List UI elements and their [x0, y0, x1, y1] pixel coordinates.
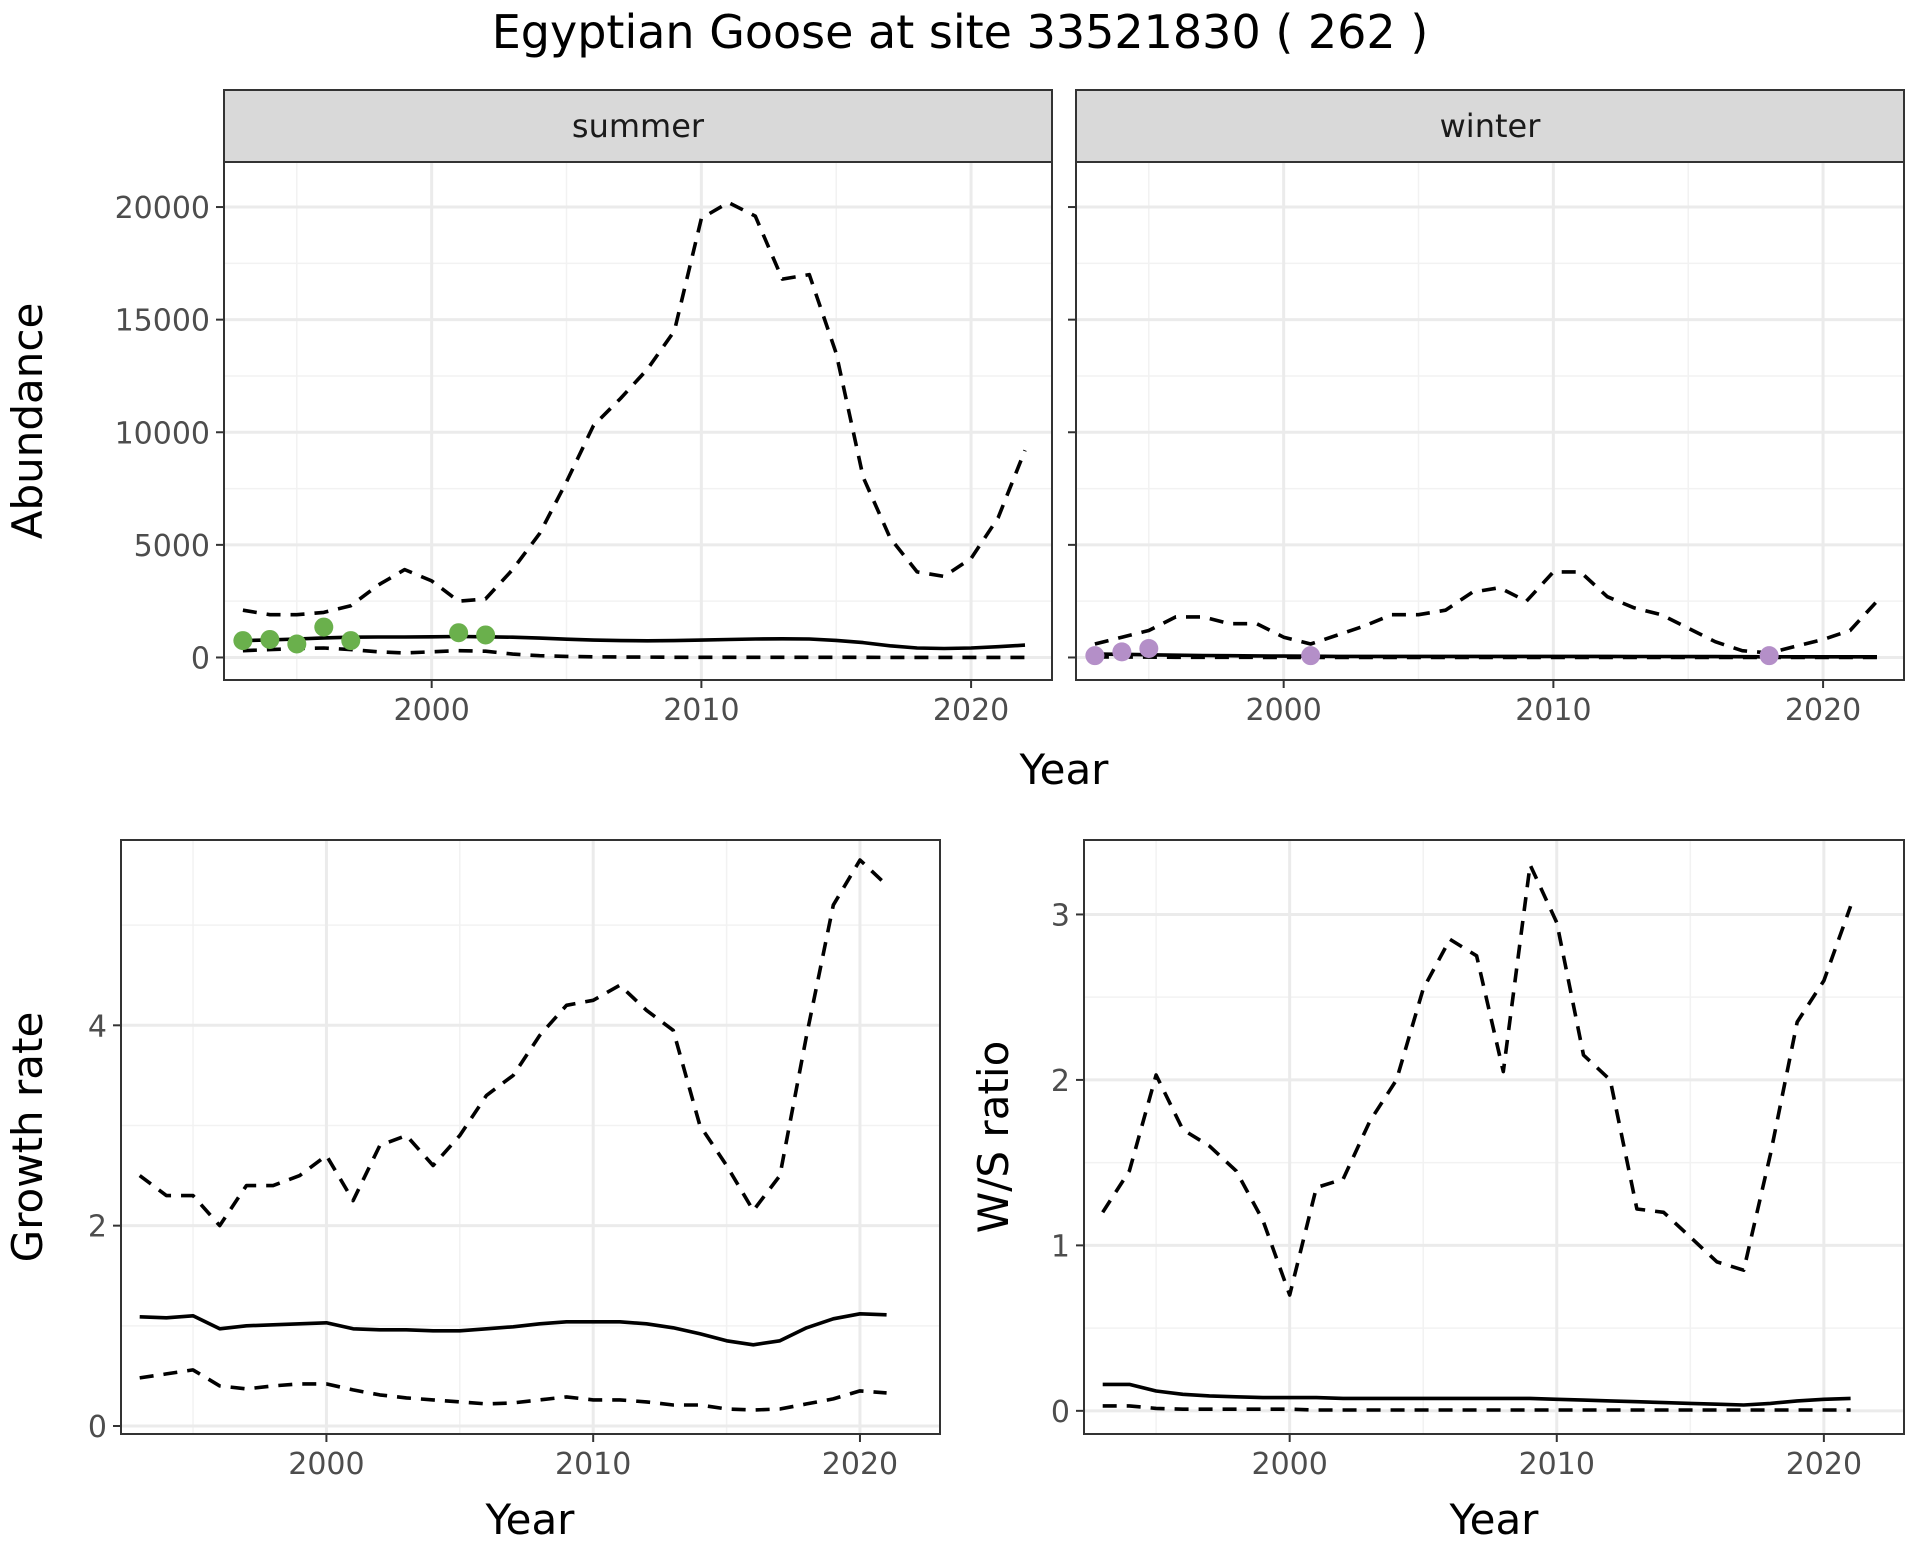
estimate-line	[242, 634, 1026, 651]
panel-background	[224, 162, 1052, 680]
y-tick-label: 0	[1051, 1395, 1070, 1430]
observed-point	[1085, 646, 1105, 666]
winter-plot-area: 2000 2010 2020	[1068, 89, 1905, 728]
y-tick-label: 5000	[134, 529, 210, 564]
observed-point	[449, 623, 469, 643]
y-tick-label: 15000	[115, 304, 210, 339]
x-tick-label: 2020	[933, 693, 1009, 728]
summer-plot-area: 2000 2010 2020 0 5000 10000 15000 20000	[115, 89, 1053, 728]
observed-point	[1139, 638, 1159, 658]
x-tick-label: 2010	[555, 1447, 631, 1482]
x-tick-label: 2000	[288, 1447, 364, 1482]
y-tick-label: 1	[1051, 1229, 1070, 1264]
x-tick-label: 2000	[1245, 693, 1321, 728]
x-tick-label: 2010	[1519, 1447, 1595, 1482]
observed-point	[1759, 646, 1779, 666]
growth-rate-x-axis-title: Year	[485, 1495, 576, 1544]
panel-background	[1076, 162, 1904, 680]
x-tick-label: 2010	[663, 693, 739, 728]
estimate-line	[1102, 1382, 1851, 1407]
y-tick-label: 2	[1051, 1064, 1070, 1099]
facet-strip	[223, 89, 1053, 163]
y-tick-label: 3	[1051, 898, 1070, 933]
ws-ratio-plot-area: 2000 2010 2020 0 1 2 3	[1051, 839, 1905, 1482]
panel-background	[1084, 840, 1904, 1434]
summer-strip-label: summer	[572, 107, 705, 145]
observed-point	[287, 634, 307, 654]
upper-bound-line	[138, 858, 888, 1228]
observed-point	[314, 617, 334, 637]
growth-rate-y-axis-title: Growth rate	[3, 1012, 52, 1263]
winter-abundance-panel: 2000 2010 2020 winter	[1068, 89, 1905, 728]
y-tick-label: 4	[88, 1009, 107, 1044]
lower-bound-line	[242, 646, 1025, 660]
lower-bound-line	[139, 1368, 887, 1412]
winter-strip-label: winter	[1440, 107, 1542, 145]
abundance-y-axis-title: Abundance	[3, 303, 52, 540]
observed-point	[341, 631, 361, 651]
figure-title: Egyptian Goose at site 33521830 ( 262 )	[492, 5, 1429, 59]
growth-rate-plot-area: 2000 2010 2020 0 2 4	[88, 839, 941, 1482]
summer-abundance-panel: 2000 2010 2020 0 5000 10000 15000 20000 summer	[115, 89, 1053, 728]
ws-ratio-x-axis-title: Year	[1449, 1495, 1540, 1544]
panel-border	[120, 839, 941, 1435]
ws-ratio-panel: 2000 2010 2020 0 1 2 3 Year W/S ratio	[969, 839, 1905, 1544]
growth-rate-panel: 2000 2010 2020 0 2 4 Year Growth rate	[3, 839, 941, 1544]
x-tick-label: 2000	[1251, 1447, 1327, 1482]
estimate-line	[139, 1312, 887, 1347]
panel-background	[121, 840, 940, 1434]
y-tick-label: 0	[191, 641, 210, 676]
lower-bound-line	[1102, 1404, 1851, 1412]
y-tick-label: 20000	[115, 191, 210, 226]
observed-point	[476, 625, 496, 645]
observed-point	[260, 629, 280, 649]
y-tick-label: 2	[88, 1210, 107, 1245]
ws-ratio-y-axis-title: W/S ratio	[969, 1041, 1018, 1234]
upper-bound-line	[1101, 863, 1853, 1297]
y-tick-label: 0	[88, 1410, 107, 1445]
y-tick-label: 10000	[115, 416, 210, 451]
observed-point	[1112, 642, 1132, 662]
x-tick-label: 2010	[1515, 693, 1591, 728]
x-tick-label: 2000	[393, 693, 469, 728]
observed-point	[233, 631, 253, 651]
x-tick-label: 2020	[1786, 1447, 1862, 1482]
top-x-axis-title: Year	[1019, 745, 1110, 794]
x-tick-label: 2020	[1785, 693, 1861, 728]
observed-point	[1301, 646, 1321, 666]
x-tick-label: 2020	[822, 1447, 898, 1482]
facet-strip	[1075, 89, 1905, 163]
upper-bound-line	[1094, 570, 1879, 655]
panel-border	[1083, 839, 1905, 1435]
